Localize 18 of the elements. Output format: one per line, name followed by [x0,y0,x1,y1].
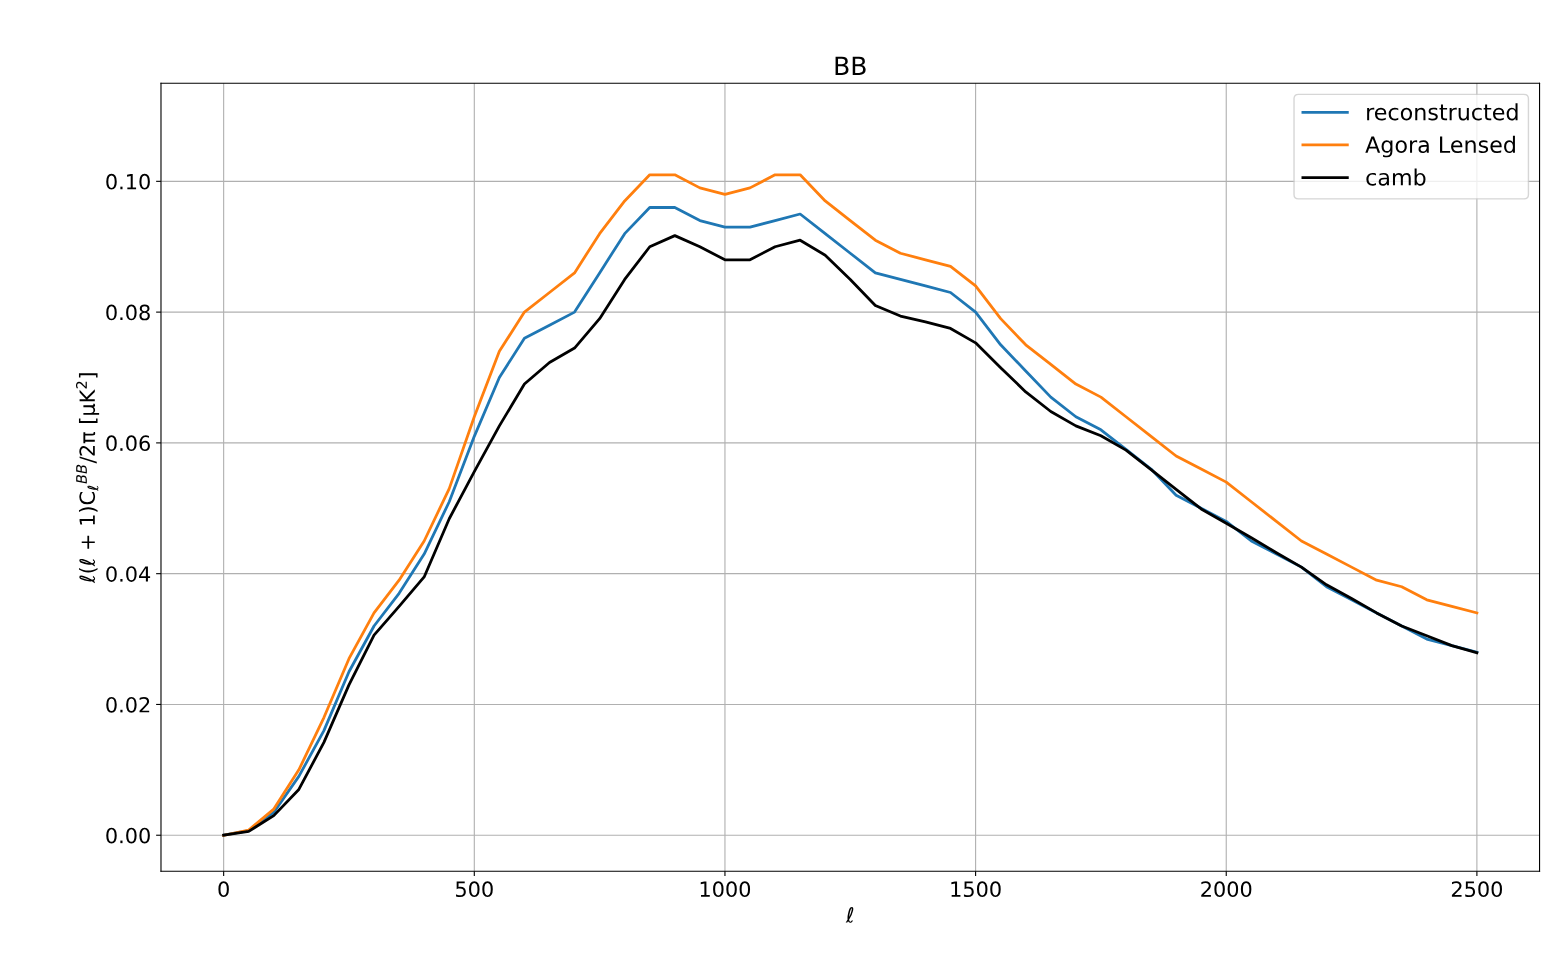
y-axis-title: ℓ(ℓ + 1)C$_{ℓ}$$^{BB}$/2π [μK$^{2}$] [75,373,100,584]
y-tick-label: 0.10 [106,173,150,190]
y-tick-label: 0.08 [106,304,150,321]
x-tick-label: 2500 [1451,881,1503,898]
legend-label: reconstructed [1367,103,1518,121]
y-tick-label: 0.06 [106,435,150,452]
x-axis-title: ℓ [845,907,854,923]
y-tick-label: 0.04 [106,566,151,582]
y-tick-label: 0.02 [106,696,150,713]
legend-label: Agora Lensed [1365,135,1515,158]
y-tick-label: 0.00 [106,827,150,844]
x-tick-label: 2000 [1201,881,1252,898]
x-tick-label: 0 [218,881,229,898]
legend-label: camb [1366,168,1426,186]
x-tick-label: 1500 [951,881,1001,898]
x-tick-label: 500 [456,881,493,898]
chart-title: BB [835,56,866,75]
x-tick-label: 1000 [700,881,751,898]
